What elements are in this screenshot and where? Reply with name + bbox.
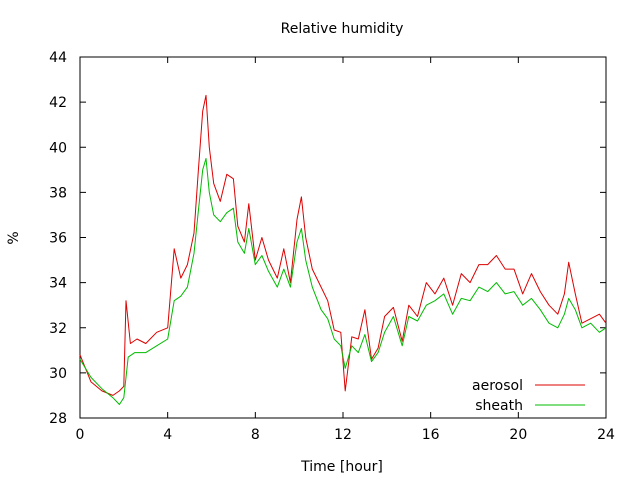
x-tick-label: 8 [251,427,260,443]
y-tick-label: 38 [49,185,67,201]
x-tick-label: 16 [422,427,440,443]
legend-label-aerosol: aerosol [472,378,523,394]
x-tick-label: 4 [163,427,172,443]
axis-tick-labels: 0 4 8 12 16 20 24 28 30 32 34 36 38 40 42 44 [49,50,615,443]
chart-title: Relative humidity [281,21,404,37]
series-line-sheath [79,158,607,405]
series-line-aerosol [79,94,607,396]
x-tick-label: 20 [509,427,527,443]
x-axis-label: Time [hour] [300,459,383,475]
y-tick-label: 28 [49,411,67,427]
series-lines [79,94,607,405]
x-tick-label: 12 [334,427,352,443]
axis-ticks [79,56,607,419]
y-tick-label: 44 [49,50,67,66]
y-tick-label: 42 [49,95,67,111]
y-tick-label: 36 [49,231,67,247]
y-tick-label: 40 [49,140,67,156]
legend: aerosol sheath [472,378,585,414]
x-tick-label: 24 [597,427,615,443]
x-tick-label: 0 [76,427,85,443]
y-tick-label: 34 [49,276,67,292]
legend-label-sheath: sheath [475,398,523,414]
y-tick-label: 32 [49,321,67,337]
y-tick-label: 30 [49,366,67,382]
y-axis-label: % [6,231,22,244]
